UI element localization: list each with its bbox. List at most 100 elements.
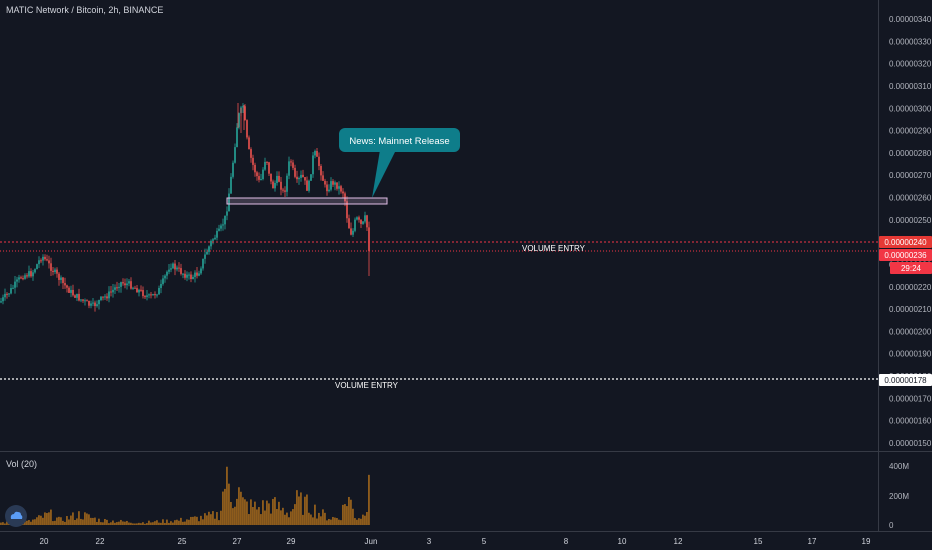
volume-bar xyxy=(74,520,76,525)
volume-bar xyxy=(190,516,192,525)
candle xyxy=(208,245,210,255)
news-callout[interactable]: News: Mainnet Release xyxy=(339,128,460,198)
candle xyxy=(142,286,144,299)
candle xyxy=(290,159,292,167)
price-axis-label: 0.00000190 xyxy=(889,350,932,359)
candle xyxy=(172,262,174,270)
volume-bar xyxy=(256,509,258,525)
volume-bar xyxy=(174,520,176,525)
volume-bar xyxy=(40,515,42,525)
candle xyxy=(124,278,126,289)
price-axis-label: 0.00000320 xyxy=(889,60,932,69)
candle xyxy=(274,180,276,192)
symbol-title[interactable]: MATIC Network / Bitcoin, 2h, BINANCE xyxy=(6,5,164,15)
candle xyxy=(114,284,116,295)
volume-bar xyxy=(356,519,358,525)
volume-bar xyxy=(266,500,268,525)
volume-bar xyxy=(82,519,84,525)
candle xyxy=(156,293,158,298)
volume-bar xyxy=(252,507,254,525)
volume-bar xyxy=(80,518,82,525)
volume-bar xyxy=(340,520,342,525)
candle xyxy=(242,103,244,114)
volume-bar xyxy=(92,517,94,525)
volume-bar xyxy=(126,520,128,525)
time-axis-label: 25 xyxy=(178,537,187,546)
candle xyxy=(194,270,196,283)
candle xyxy=(362,221,364,225)
candle xyxy=(88,300,90,309)
candle xyxy=(326,181,328,196)
candle xyxy=(314,149,316,159)
volume-bar xyxy=(206,515,208,525)
tradingview-logo-icon[interactable] xyxy=(5,505,27,527)
candle xyxy=(360,219,362,229)
volume-bar xyxy=(64,521,66,525)
volume-bar xyxy=(164,522,166,525)
volume-bar xyxy=(166,519,168,525)
candle xyxy=(86,299,88,302)
price-tags: 0.00000240 0.00000236 29:24 0.00000178 xyxy=(879,236,932,386)
price-axis-label: 0.00000150 xyxy=(889,439,932,448)
volume-bar xyxy=(202,519,204,525)
candle xyxy=(252,154,254,171)
candle xyxy=(280,177,282,196)
candle xyxy=(40,258,42,264)
volume-bar xyxy=(310,514,312,525)
resistance-box[interactable] xyxy=(226,197,388,205)
price-axis-label: 0.00000280 xyxy=(889,149,932,158)
volume-bar xyxy=(32,519,34,525)
volume-bar xyxy=(342,504,344,525)
time-axis[interactable]: 20 22 25 27 29 Jun 3 5 8 10 12 15 17 19 xyxy=(40,537,871,546)
candle xyxy=(330,177,332,192)
candle xyxy=(144,295,146,299)
volume-bar xyxy=(112,520,114,525)
volume-bar xyxy=(218,520,220,525)
price-axis-label: 0.00000200 xyxy=(889,327,932,336)
candle xyxy=(8,293,10,297)
svg-text:29:24: 29:24 xyxy=(901,264,922,273)
volume-bar xyxy=(102,522,104,525)
volume-axis[interactable]: 400M 200M 0 xyxy=(889,462,909,530)
candle xyxy=(230,173,232,194)
candle xyxy=(366,214,368,231)
volume-bar xyxy=(54,520,56,525)
candle xyxy=(58,272,60,286)
news-callout-text: News: Mainnet Release xyxy=(349,136,449,147)
volume-bar xyxy=(246,501,248,525)
time-axis-label: 15 xyxy=(754,537,763,546)
volume-bar xyxy=(116,522,118,525)
volume-bar xyxy=(4,523,6,525)
candle xyxy=(116,281,118,291)
volume-bar xyxy=(264,510,266,525)
volume-bar xyxy=(70,515,72,525)
candle xyxy=(32,269,34,281)
price-axis-label: 0.00000250 xyxy=(889,216,932,225)
candle xyxy=(272,179,274,189)
volume-bar xyxy=(34,519,36,525)
candle xyxy=(358,215,360,223)
candle xyxy=(334,180,336,191)
volume-bar xyxy=(2,522,4,525)
candle xyxy=(120,281,122,293)
volume-bar xyxy=(250,499,252,525)
candle xyxy=(238,112,240,130)
candle xyxy=(276,171,278,186)
volume-title[interactable]: Vol (20) xyxy=(6,459,38,469)
volume-bar xyxy=(52,521,54,525)
volume-bar xyxy=(220,510,222,525)
candle xyxy=(92,298,94,307)
candle xyxy=(224,215,226,230)
volume-bar xyxy=(186,519,188,525)
volume-bar xyxy=(28,520,30,525)
candle xyxy=(316,148,318,157)
volume-bar xyxy=(244,499,246,525)
candle xyxy=(186,271,188,282)
volume-bar xyxy=(104,518,106,525)
volume-bar xyxy=(348,496,350,525)
candle xyxy=(164,274,166,283)
time-axis-label: 20 xyxy=(40,537,49,546)
candle xyxy=(168,263,170,275)
volume-bar xyxy=(96,521,98,525)
